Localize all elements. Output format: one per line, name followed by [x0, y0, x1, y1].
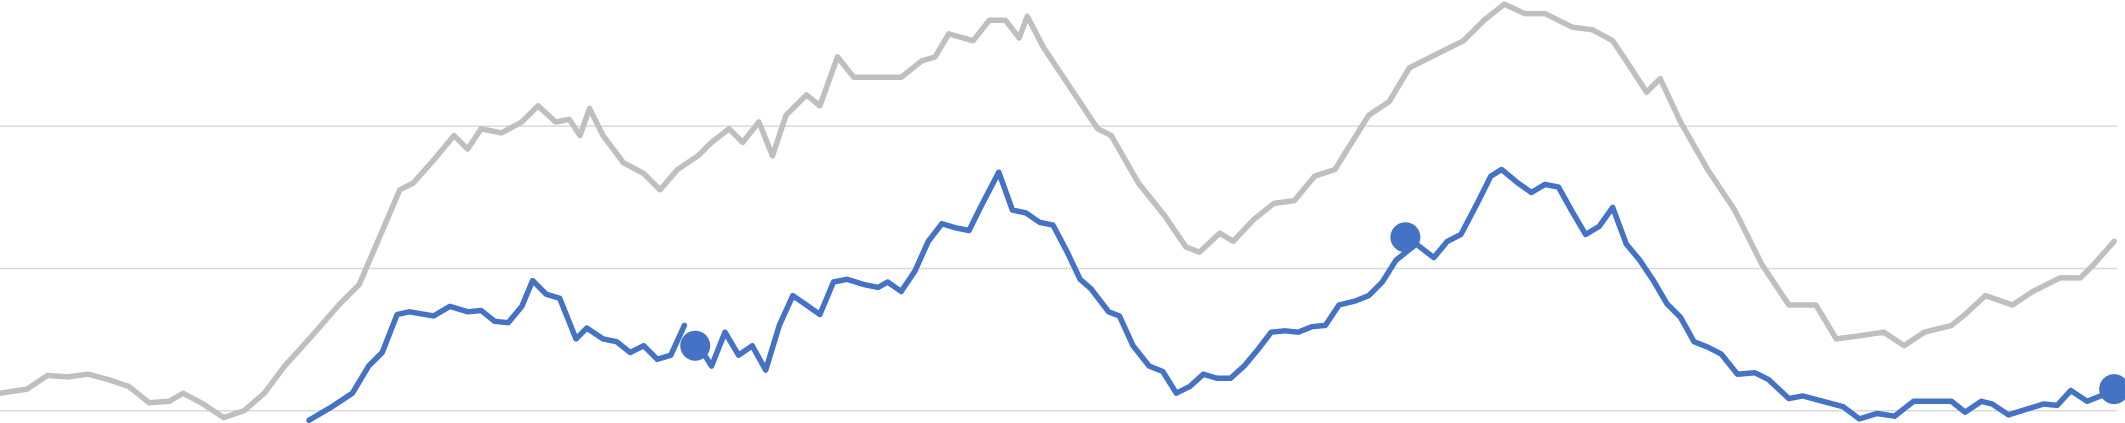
data-line [306, 166, 2117, 423]
data-point [2099, 374, 2125, 405]
data-point [680, 330, 711, 361]
data-point [1390, 222, 1421, 253]
